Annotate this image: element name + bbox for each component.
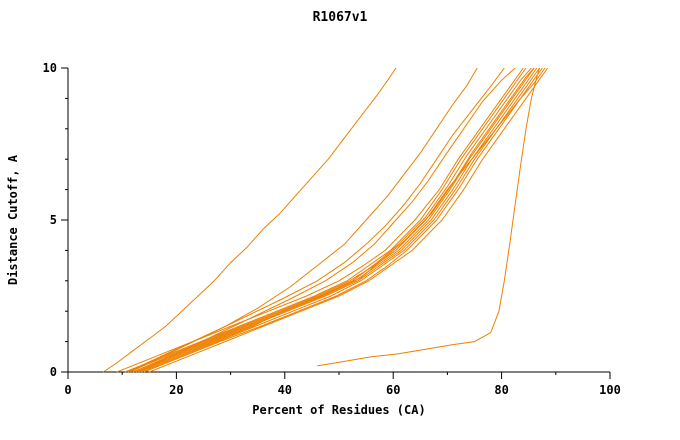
model-curve-6 [124, 67, 527, 373]
y-tick-label: 5 [50, 213, 57, 227]
model-curve-3 [132, 67, 535, 373]
model-curve-12 [138, 67, 535, 373]
model-curve-14 [138, 67, 516, 373]
x-tick-label: 80 [494, 383, 508, 397]
y-axis-title: Distance Cutoff, A [6, 154, 20, 285]
x-tick-label: 60 [386, 383, 400, 397]
x-tick-label: 100 [599, 383, 621, 397]
model-curve-1 [102, 67, 397, 373]
y-tick-label: 0 [50, 365, 57, 379]
model-curve-4 [141, 67, 540, 373]
model-curve-9 [135, 67, 538, 373]
model-curve-11 [132, 67, 532, 373]
model-curve-8 [143, 67, 543, 373]
x-axis-title: Percent of Residues (CA) [252, 403, 425, 417]
x-tick-label: 0 [64, 383, 71, 397]
x-tick-label: 20 [169, 383, 183, 397]
chart-title: R1067v1 [313, 10, 368, 25]
model-curve-13 [130, 67, 505, 373]
x-tick-label: 40 [278, 383, 292, 397]
curves [102, 67, 549, 373]
y-tick-label: 10 [43, 61, 57, 75]
axes: 0 20 40 60 80 100 0 5 10 [43, 61, 621, 397]
model-curve-5 [149, 67, 549, 373]
model-curve-15 [317, 67, 540, 367]
model-curve-7 [116, 67, 524, 373]
model-curve-10 [127, 67, 546, 373]
